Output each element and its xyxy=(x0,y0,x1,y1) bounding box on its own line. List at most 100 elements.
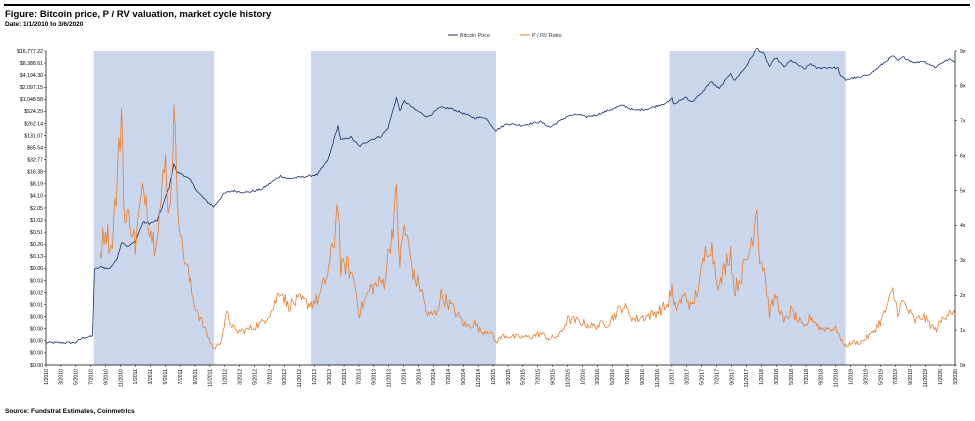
x-tick-label: 1/2018 xyxy=(759,369,765,385)
x-tick-label: 11/2016 xyxy=(655,369,661,387)
left-tick-label: $16.38 xyxy=(27,170,43,176)
x-tick-label: 9/2010 xyxy=(103,369,109,385)
x-tick-label: 9/2018 xyxy=(819,369,825,385)
x-tick-label: 3/2011 xyxy=(148,369,154,385)
left-tick-label: $131.07 xyxy=(24,133,43,139)
x-tick-label: 5/2017 xyxy=(699,369,705,385)
left-tick-label: $0.13 xyxy=(30,254,43,260)
x-tick-label: 7/2011 xyxy=(178,369,184,385)
x-tick-label: 11/2011 xyxy=(208,369,214,387)
left-tick-label: $524.29 xyxy=(24,109,43,115)
left-tick-label: $4.10 xyxy=(30,194,43,200)
x-tick-label: 3/2010 xyxy=(59,369,65,385)
x-tick-label: 5/2010 xyxy=(74,369,80,385)
x-tick-label: 9/2013 xyxy=(372,369,378,385)
x-tick-label: 5/2016 xyxy=(610,369,616,385)
right-tick-label: 7x xyxy=(960,119,966,125)
x-tick-label: 1/2012 xyxy=(223,369,229,385)
x-tick-label: 7/2018 xyxy=(804,369,810,385)
right-tick-label: 5x xyxy=(960,188,966,194)
left-tick-label: $0.00 xyxy=(30,351,43,357)
x-tick-label: 7/2017 xyxy=(714,369,720,385)
x-tick-label: 11/2012 xyxy=(297,369,303,387)
legend-label-2: P / RV Ratio xyxy=(532,33,561,39)
x-tick-label: 5/2013 xyxy=(342,369,348,385)
right-tick-label: 9x xyxy=(960,49,966,55)
series-lines xyxy=(45,48,956,350)
x-tick-label: 5/2019 xyxy=(878,369,884,385)
left-tick-label: $1,048.58 xyxy=(20,97,43,103)
left-tick-label: $2,097.15 xyxy=(20,85,43,91)
x-tick-label: 3/2018 xyxy=(774,369,780,385)
left-tick-label: $16,777.22 xyxy=(17,49,43,55)
x-tick-label: 3/2013 xyxy=(327,369,333,385)
right-tick-label: 1x xyxy=(960,328,966,334)
axes: $0.00 $0.00 $0.00 $0.00 $0.00 $0.01 $0.02 $0.03… xyxy=(17,49,966,388)
cycle-shading xyxy=(93,51,846,365)
x-tick-label: 9/2017 xyxy=(729,369,735,385)
left-tick-label: $65.54 xyxy=(27,145,43,151)
x-tick-label: 3/2014 xyxy=(416,369,422,385)
left-tick-label: $262.14 xyxy=(24,121,43,127)
source-note: Source: Fundstrat Estimates, Coinmetrics xyxy=(5,408,135,415)
legend-label-1: Bitcoin Price xyxy=(460,33,490,39)
header-rule xyxy=(4,4,970,6)
x-tick-label: 9/2019 xyxy=(908,369,914,385)
x-tick-label: 1/2015 xyxy=(491,369,497,385)
legend: Bitcoin Price P / RV Ratio xyxy=(448,33,561,39)
x-tick-label: 5/2012 xyxy=(252,369,258,385)
x-tick-label: 1/2017 xyxy=(670,369,676,385)
x-tick-label: 3/2020 xyxy=(953,369,959,385)
x-tick-label: 7/2012 xyxy=(267,369,273,385)
x-tick-label: 11/2015 xyxy=(565,369,571,387)
right-tick-label: 2x xyxy=(960,293,966,299)
chart-title: Figure: Bitcoin price, P / RV valuation,… xyxy=(5,9,272,20)
left-tick-label: $8,388.61 xyxy=(20,61,43,67)
x-tick-label: 3/2019 xyxy=(863,369,869,385)
x-tick-label: 11/2019 xyxy=(923,369,929,387)
left-tick-label: $32.77 xyxy=(27,157,43,163)
cycle-band-1 xyxy=(93,51,215,365)
x-tick-label: 1/2016 xyxy=(580,369,586,385)
x-tick-label: 9/2015 xyxy=(550,369,556,385)
x-tick-label: 5/2015 xyxy=(521,369,527,385)
left-tick-label: $0.00 xyxy=(30,339,43,345)
right-tick-label: 3x xyxy=(960,258,966,264)
x-tick-label: 1/2019 xyxy=(848,369,854,385)
cycle-band-2 xyxy=(311,51,496,365)
x-tick-label: 11/2018 xyxy=(834,369,840,387)
right-tick-label: 4x xyxy=(960,223,966,229)
x-tick-label: 7/2014 xyxy=(446,369,452,385)
left-tick-label: $1.02 xyxy=(30,218,43,224)
x-tick-label: 3/2017 xyxy=(685,369,691,385)
x-tick-label: 9/2011 xyxy=(193,369,199,385)
x-tick-label: 1/2011 xyxy=(133,369,139,385)
x-tick-label: 5/2011 xyxy=(163,369,169,385)
left-tick-label: $0.51 xyxy=(30,230,43,236)
x-tick-label: 11/2013 xyxy=(387,369,393,387)
x-tick-label: 7/2016 xyxy=(625,369,631,385)
cycle-band-3 xyxy=(669,51,846,365)
x-tick-label: 11/2010 xyxy=(118,369,124,387)
x-tick-label: 9/2016 xyxy=(640,369,646,385)
left-tick-label: $0.00 xyxy=(30,327,43,333)
left-tick-label: $0.01 xyxy=(30,302,43,308)
x-tick-label: 7/2010 xyxy=(89,369,95,385)
right-tick-label: 0x xyxy=(960,363,966,369)
x-tick-label: 9/2012 xyxy=(282,369,288,385)
x-tick-label: 3/2015 xyxy=(506,369,512,385)
left-tick-label: $0.06 xyxy=(30,266,43,272)
chart-subtitle: Date: 1/1/2010 to 3/6/2020 xyxy=(5,21,84,28)
right-tick-label: 6x xyxy=(960,153,966,159)
x-tick-label: 3/2016 xyxy=(595,369,601,385)
left-tick-label: $8.19 xyxy=(30,182,43,188)
left-tick-label: $0.02 xyxy=(30,290,43,296)
x-tick-label: 7/2013 xyxy=(357,369,363,385)
left-tick-label: $0.03 xyxy=(30,278,43,284)
x-tick-label: 7/2015 xyxy=(536,369,542,385)
x-tick-label: 1/2013 xyxy=(312,369,318,385)
series-line-bitcoin-price xyxy=(45,48,956,344)
x-tick-label: 1/2010 xyxy=(44,369,50,385)
x-tick-label: 5/2014 xyxy=(431,369,437,385)
